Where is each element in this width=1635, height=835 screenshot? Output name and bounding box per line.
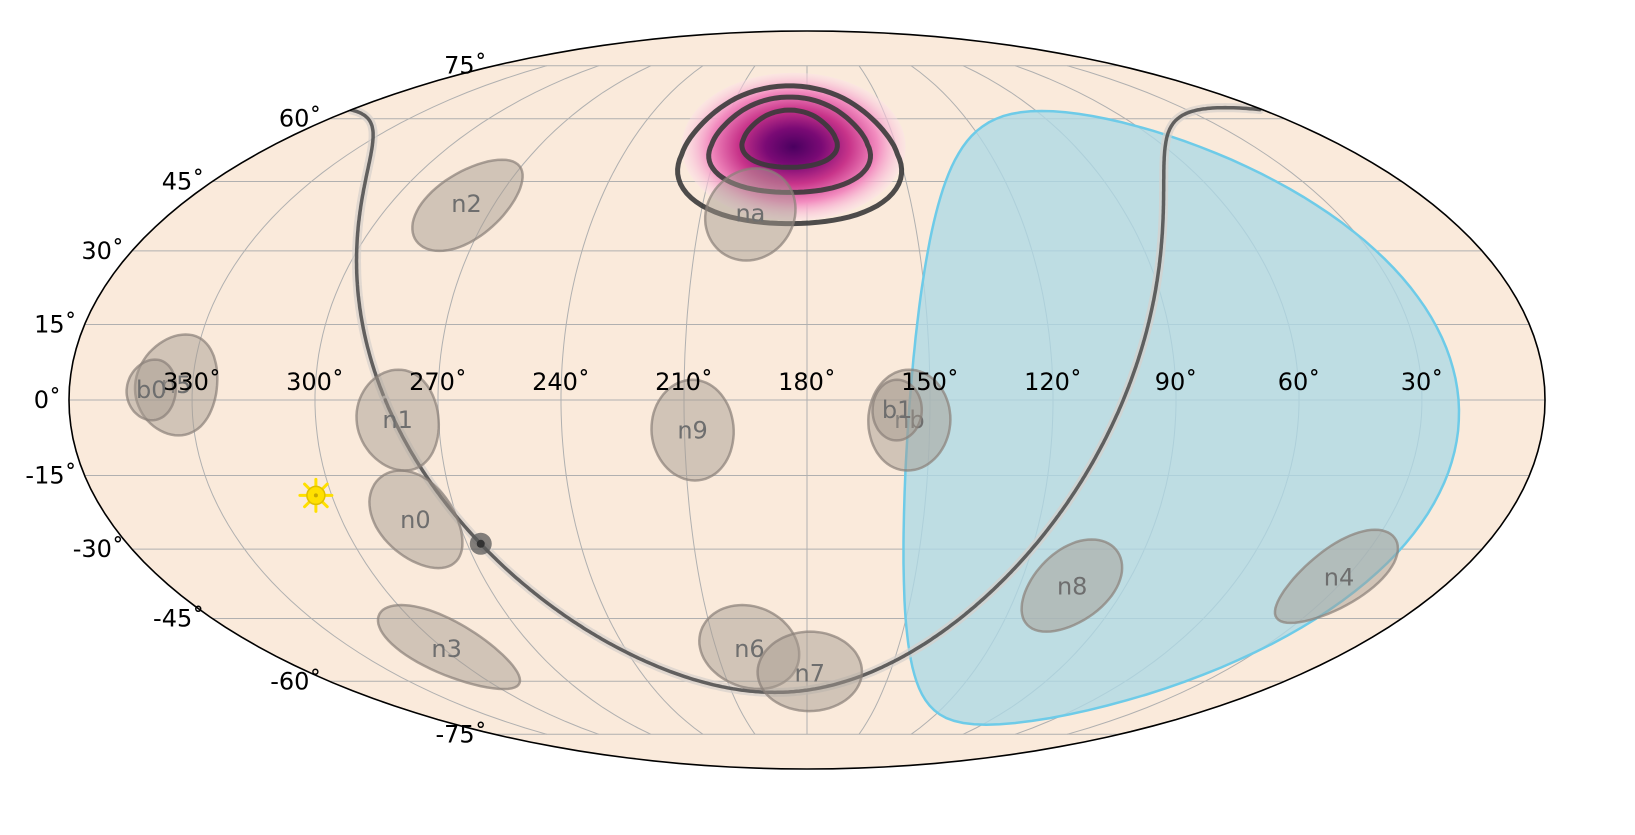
localization-contour [706,94,874,195]
detector-label: n8 [1057,573,1087,601]
dec-tick-label: 45˚ [162,168,205,196]
ra-gridline [437,65,652,735]
detector-label: n6 [734,635,764,663]
earth-occultation-shape [902,109,1461,726]
ra-gridline [560,65,704,735]
detector-footprint [650,378,735,482]
detector-label: n0 [400,506,430,534]
dec-tick-label: -15˚ [25,462,76,490]
sun-ray [320,500,329,509]
dec-tick-label: 30˚ [81,237,124,265]
ra-tick-label: 30˚ [1401,368,1444,396]
detector-n2: n2 [411,158,524,253]
dec-tick-labels: 75˚ 60˚ 45˚ 30˚ 15˚ 0˚ -15˚ -30˚ -45˚ -60˚ -75˚ [25,52,486,749]
earth-occulted-region [902,109,1461,726]
ra-tick-label: 300˚ [286,368,344,396]
ra-tick-label: 180˚ [778,368,836,396]
detector-footprint [1020,538,1124,633]
detector-footprint [698,603,801,691]
ra-gridline [191,65,547,735]
detector-footprint [756,630,864,713]
detector-label: n2 [451,190,481,218]
detector-n0: n0 [368,469,464,570]
detector-label: n4 [1324,563,1354,591]
ra-tick-label: 120˚ [1024,368,1082,396]
galactic-plane-line [383,105,1262,695]
detector-b0: b0 [125,358,178,422]
sun-center [313,493,318,498]
detector-label: b1 [882,396,913,424]
detector-footprint [1273,528,1400,625]
galactic-plane-line [349,108,388,402]
detector-n6: n6 [698,603,801,691]
localization-probability [675,72,906,227]
detector-footprint [376,603,522,691]
dec-tick-label: -45˚ [153,604,204,632]
ra-tick-label: 150˚ [901,368,959,396]
galactic-plane-line [346,103,1265,697]
ra-gridline [314,65,599,735]
detector-b1: b1 [871,378,924,442]
ra-tick-label: 240˚ [532,368,590,396]
detector-na: na [703,167,797,262]
dec-tick-label: 15˚ [34,310,77,338]
sun-icon [298,477,334,513]
detector-footprint [703,167,797,262]
detector-label: n9 [677,416,707,444]
detector-label: b0 [136,376,167,404]
detector-n4: n4 [1273,528,1400,625]
dec-tick-label: 60˚ [279,105,322,133]
detector-footprint [867,368,952,472]
detector-footprint [411,158,524,253]
detector-label: n7 [795,659,825,687]
galactic-center-dot [476,539,485,548]
detector-nb: nb [867,368,952,472]
detector-footprint [368,469,464,570]
dec-tick-label: 0˚ [34,386,61,414]
detector-footprint [125,358,178,422]
sun-ray [303,482,312,491]
detector-n9: n9 [650,378,735,482]
detector-n1: n1 [355,368,441,472]
sun-ray [320,482,329,491]
sun-ray [303,500,312,509]
dec-tick-label: -75˚ [436,720,487,748]
sky-outline [68,30,1546,770]
ra-tick-label: 270˚ [409,368,467,396]
dec-tick-label: 75˚ [444,52,487,80]
detector-footprint [355,368,441,472]
detector-label: n3 [431,635,461,663]
detector-label: na [735,199,765,227]
dec-tick-label: -60˚ [270,667,321,695]
dec-tick-label: -30˚ [73,535,124,563]
detector-n3: n3 [376,603,522,691]
ra-tick-label: 60˚ [1278,368,1321,396]
localization-contour [675,83,905,227]
ra-tick-label: 90˚ [1155,368,1198,396]
detector-footprint [871,378,924,442]
detector-n8: n8 [1020,538,1124,633]
ra-tick-labels: 330˚ 300˚ 270˚ 240˚ 210˚ 180˚ 150˚ 120˚ 90˚ 60˚ 30… [163,368,1443,396]
ra-tick-label: 330˚ [163,368,221,396]
ra-tick-label: 210˚ [655,368,713,396]
localization-contour [739,107,840,170]
detector-n7: n7 [756,630,864,713]
detector-label: n1 [382,406,412,434]
